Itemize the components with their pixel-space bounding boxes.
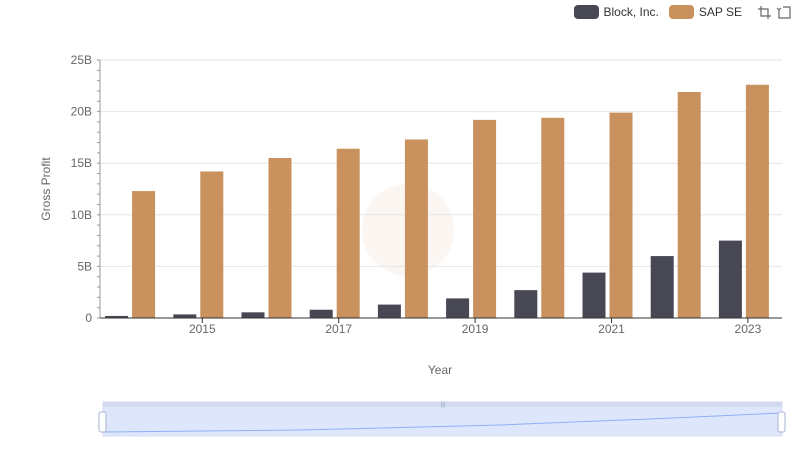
bar-sap-2018: [404, 139, 428, 318]
y-tick-label: 20B: [71, 105, 92, 119]
legend: Block, Inc. SAP SE: [573, 4, 793, 20]
slider-top-bar[interactable]: [103, 402, 782, 407]
slider-selected-range[interactable]: [103, 407, 782, 436]
y-tick-label: 0: [85, 311, 92, 325]
x-tick-label: 2015: [189, 322, 216, 336]
bar-sap-2017: [336, 148, 360, 318]
x-tick-label: 2021: [598, 322, 625, 336]
bar-block-2018: [377, 304, 401, 318]
bar-block-2016: [241, 312, 265, 318]
y-tick-label: 5B: [77, 259, 92, 273]
y-tick-label: 15B: [71, 156, 92, 170]
slider-handle-left[interactable]: [98, 411, 107, 433]
bar-block-2022: [650, 256, 674, 318]
legend-label-block: Block, Inc.: [603, 5, 659, 19]
bar-sap-2020: [541, 117, 565, 319]
x-tick-label: 2023: [735, 322, 762, 336]
y-tick-label: 10B: [71, 208, 92, 222]
bar-block-2021: [582, 272, 606, 318]
y-tick-label: 25B: [71, 53, 92, 67]
slider-drag-grip[interactable]: |||: [441, 402, 446, 408]
bar-sap-2022: [677, 91, 701, 318]
bar-block-2020: [514, 290, 538, 318]
bar-block-2017: [309, 309, 333, 318]
legend-swatch-block: [573, 5, 599, 19]
slider-handle-right[interactable]: [777, 411, 786, 433]
x-tick-label: 2017: [325, 322, 352, 336]
bar-block-2015: [173, 314, 197, 318]
x-axis-label: Year: [428, 363, 452, 377]
legend-item-sap[interactable]: SAP SE: [668, 5, 742, 19]
bar-sap-2016: [268, 158, 292, 318]
slider-preview-line: [102, 412, 783, 433]
y-axis-label: Gross Profit: [39, 157, 53, 221]
x-tick-label: 2019: [462, 322, 489, 336]
bar-block-2014: [105, 315, 129, 318]
bar-sap-2014: [132, 191, 156, 318]
legend-label-sap: SAP SE: [698, 5, 742, 19]
bars: [105, 84, 769, 319]
restore-icon[interactable]: [756, 4, 772, 20]
bar-sap-2021: [609, 112, 633, 319]
x-axis: 2015 2017 2019 2021 2023: [100, 317, 782, 336]
legend-swatch-sap: [668, 5, 694, 19]
legend-item-block[interactable]: Block, Inc.: [573, 5, 659, 19]
zoom-reset-icon[interactable]: [776, 4, 792, 20]
bar-block-2019: [446, 298, 470, 318]
bar-block-2023: [718, 240, 742, 318]
y-axis: 0 5B 10B 15B 20B 25B: [71, 53, 101, 325]
bar-sap-2019: [473, 119, 497, 318]
bar-sap-2015: [200, 171, 224, 318]
data-zoom-slider[interactable]: |||: [98, 401, 786, 437]
bar-sap-2023: [745, 84, 769, 318]
